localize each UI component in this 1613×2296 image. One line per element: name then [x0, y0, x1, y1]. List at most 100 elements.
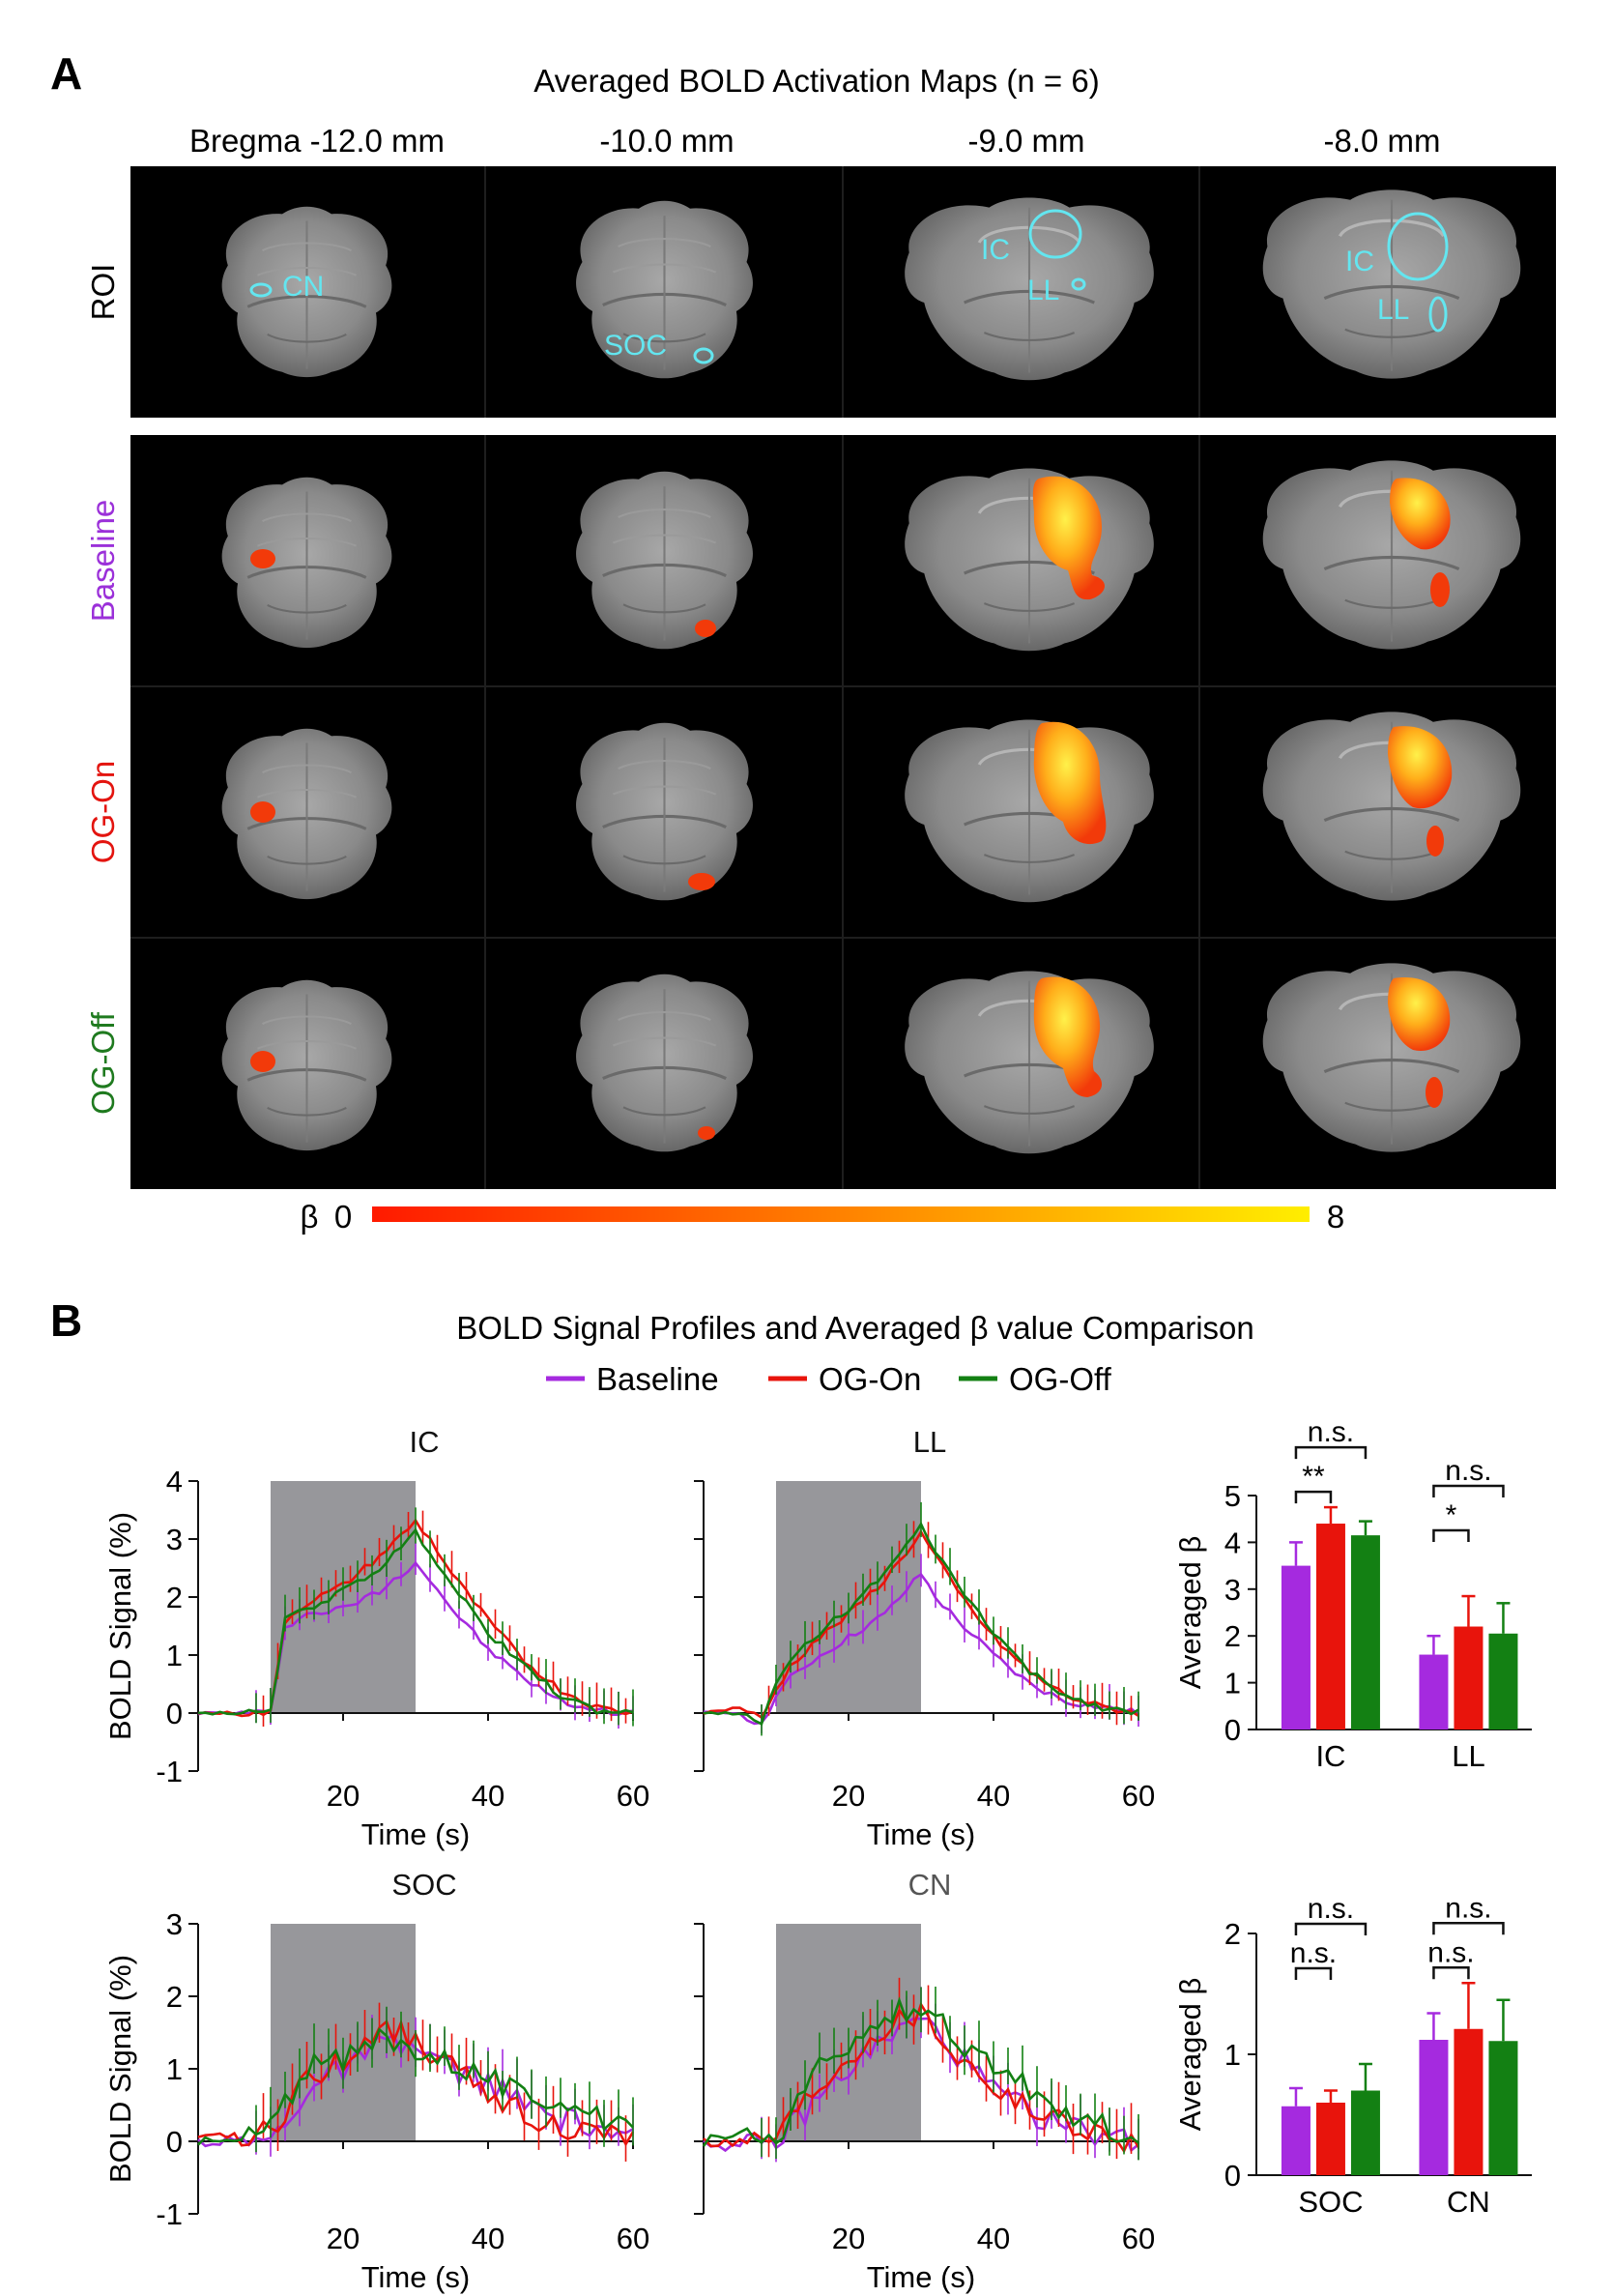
- column-label-4: -8.0 mm: [1323, 123, 1440, 159]
- column-label-2: -10.0 mm: [599, 123, 734, 159]
- bar-soc-baseline: [1281, 2106, 1311, 2175]
- colorbar-max: 8: [1327, 1199, 1344, 1235]
- colorbar-symbol: β: [301, 1199, 319, 1235]
- y-axis-label: Averaged β: [1173, 1978, 1207, 2132]
- y-axis-label: Averaged β: [1173, 1536, 1207, 1690]
- roi-label-ll-8: LL: [1377, 294, 1409, 326]
- chart-ll: LL 20 40 60 Time (s): [694, 1425, 1155, 1851]
- roi-label-ic-9: IC: [981, 234, 1010, 266]
- row-label-roi: ROI: [85, 264, 121, 321]
- chart-bar-ic-ll: 0 1 2 3 4 5 Averaged β IC n.s. ** LL n.s. *: [1173, 1416, 1532, 1773]
- x-tick-label: 40: [472, 2222, 504, 2255]
- bar-ll-baseline: [1419, 1654, 1449, 1729]
- y-tick-label: 0: [166, 1697, 183, 1730]
- significance-label: n.s.: [1290, 1937, 1337, 1969]
- y-tick-label: -1: [156, 1755, 183, 1788]
- series-line-og-off: [197, 2027, 634, 2146]
- significance-label: **: [1302, 1461, 1325, 1493]
- significance-bracket: [1432, 1528, 1470, 1542]
- x-tick-label: 40: [977, 1779, 1010, 1813]
- x-axis-label: Time (s): [361, 2260, 471, 2294]
- column-label-1: Bregma -12.0 mm: [189, 123, 445, 159]
- x-axis-label: Time (s): [361, 1817, 471, 1851]
- significance-label: *: [1446, 1499, 1457, 1531]
- panel-a-letter: A: [50, 48, 82, 99]
- bar-cn-og-off: [1488, 2041, 1518, 2175]
- roi-ic-outline-8: [1387, 212, 1449, 281]
- series-line-og-off: [702, 1996, 1139, 2147]
- bar-ic-baseline: [1281, 1565, 1311, 1729]
- x-tick-label: 60: [617, 2222, 649, 2255]
- chart-bar-soc-cn: 0 1 2 Averaged β SOC n.s. n.s. CN n.s. n.s.: [1173, 1892, 1532, 2219]
- significance-bracket: [1294, 1922, 1368, 1935]
- y-tick-label: 2: [1224, 1917, 1241, 1951]
- roi-row-images: [219, 188, 1522, 382]
- og-off-row-images: [219, 961, 1522, 1155]
- significance-bracket: [1432, 1922, 1505, 1935]
- significance-bracket: [1432, 1484, 1505, 1497]
- legend-og-off-label: OG-Off: [1009, 1361, 1112, 1397]
- category-label-cn: CN: [1447, 2185, 1490, 2219]
- y-tick-label: 5: [1224, 1479, 1241, 1513]
- y-tick-label: 1: [166, 2052, 183, 2086]
- roi-label-cn: CN: [282, 271, 324, 303]
- roi-ll-outline-9: [1071, 277, 1086, 291]
- bar-ll-og-on: [1454, 1626, 1483, 1729]
- x-tick-label: 60: [617, 1779, 649, 1813]
- legend-og-on-label: OG-On: [819, 1361, 921, 1397]
- y-tick-label: 4: [166, 1465, 183, 1498]
- y-tick-label: -1: [156, 2197, 183, 2231]
- x-tick-label: 60: [1122, 2222, 1155, 2255]
- category-label-ll: LL: [1452, 1739, 1484, 1773]
- activation-grid-lines: [130, 166, 1556, 1189]
- roi-cn-outline: [249, 282, 273, 298]
- significance-bracket: [1294, 1490, 1333, 1504]
- y-tick-label: 3: [166, 1523, 183, 1556]
- y-tick-label: 0: [166, 2125, 183, 2159]
- panel-a-title: Averaged BOLD Activation Maps (n = 6): [533, 63, 1099, 99]
- roi-ll-outline-8: [1428, 296, 1448, 333]
- y-axis-label: BOLD Signal (%): [103, 1955, 137, 2183]
- x-tick-label: 40: [977, 2222, 1010, 2255]
- significance-label: n.s.: [1445, 1892, 1491, 1924]
- x-tick-label: 60: [1122, 1779, 1155, 1813]
- panel-b-letter: B: [50, 1295, 82, 1346]
- y-tick-label: 0: [1224, 1713, 1241, 1747]
- significance-bracket: [1294, 1445, 1368, 1460]
- roi-label-ic-8: IC: [1345, 246, 1374, 277]
- series-line-og-off: [197, 1527, 634, 1716]
- y-tick-label: 2: [1224, 1619, 1241, 1653]
- y-tick-label: 3: [1224, 1573, 1241, 1607]
- x-axis-label: Time (s): [867, 1817, 976, 1851]
- chart-cn: CN 20 40 60 Time (s): [694, 1868, 1155, 2294]
- baseline-row-images: [219, 458, 1522, 653]
- significance-bracket: [1294, 1966, 1333, 1980]
- y-tick-label: 1: [1224, 1667, 1241, 1700]
- chart-title-ic: IC: [410, 1425, 440, 1459]
- x-tick-label: 20: [832, 2222, 865, 2255]
- bar-cn-og-on: [1454, 2028, 1483, 2175]
- significance-label: n.s.: [1445, 1455, 1491, 1487]
- chart-title-cn: CN: [908, 1868, 952, 1902]
- x-axis-label: Time (s): [867, 2260, 976, 2294]
- series-line-og-off: [703, 1521, 1139, 1727]
- legend-baseline-label: Baseline: [596, 1361, 719, 1397]
- bar-ic-og-on: [1315, 1524, 1345, 1729]
- colorbar-min: 0: [334, 1199, 352, 1235]
- roi-ic-outline-9: [1028, 209, 1082, 259]
- bar-cn-baseline: [1419, 2040, 1449, 2175]
- y-tick-label: 2: [166, 1980, 183, 2014]
- x-tick-label: 20: [327, 2222, 360, 2255]
- row-label-og-off: OG-Off: [85, 1011, 121, 1115]
- roi-label-soc: SOC: [604, 330, 667, 362]
- category-label-soc: SOC: [1298, 2185, 1363, 2219]
- bar-soc-og-off: [1350, 2090, 1380, 2175]
- y-tick-label: 2: [166, 1581, 183, 1614]
- x-tick-label: 40: [472, 1779, 504, 1813]
- y-tick-label: 0: [1224, 2159, 1241, 2193]
- chart-title-ll: LL: [913, 1425, 946, 1459]
- x-tick-label: 20: [327, 1779, 360, 1813]
- chart-soc: SOC -1 0 1 2 3 20 40 60 Time (s) BOLD Signal (%): [103, 1868, 649, 2294]
- y-tick-label: 1: [1224, 2038, 1241, 2072]
